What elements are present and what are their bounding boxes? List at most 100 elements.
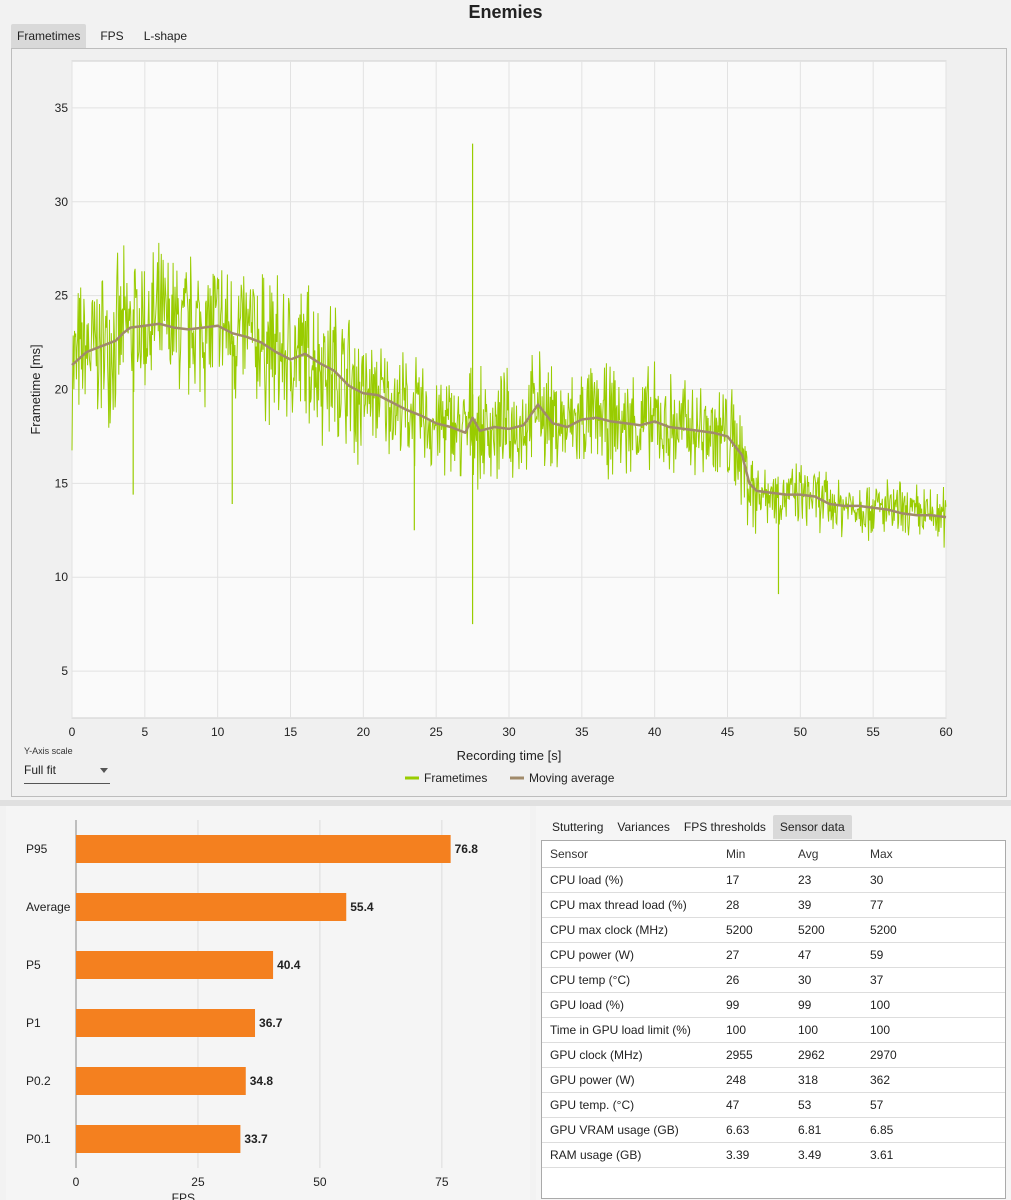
min-cell: 99: [718, 992, 790, 1018]
legend-label-moving-average: Moving average: [529, 771, 615, 785]
tab-fps[interactable]: FPS: [100, 29, 124, 43]
x-tick-label: 50: [313, 1175, 327, 1189]
column-header-sensor[interactable]: Sensor: [542, 841, 718, 868]
avg-cell: 39: [790, 892, 862, 918]
y-tick-label: 35: [55, 101, 69, 115]
max-cell: 30: [862, 867, 1005, 893]
tab-stuttering[interactable]: Stuttering: [552, 820, 604, 834]
y-tick-label: 10: [55, 570, 69, 584]
min-cell: 28: [718, 892, 790, 918]
avg-cell: 100: [790, 1017, 862, 1043]
sensor-name-cell: GPU temp. (°C): [542, 1092, 718, 1118]
table-row[interactable]: CPU temp (°C) 26 30 37: [542, 967, 1005, 993]
bar-value-label: 40.4: [277, 958, 301, 972]
table-row[interactable]: CPU power (W) 27 47 59: [542, 942, 1005, 968]
table-row[interactable]: GPU VRAM usage (GB) 6.63 6.81 6.85: [542, 1117, 1005, 1143]
y-tick-label: 15: [55, 476, 69, 490]
min-cell: 2955: [718, 1042, 790, 1068]
x-tick-label: 25: [191, 1175, 205, 1189]
y-tick-label: 30: [55, 195, 69, 209]
tab-fps-thresholds[interactable]: FPS thresholds: [683, 820, 766, 834]
table-header-row: Sensor Min Avg Max: [542, 841, 1005, 868]
max-cell: 59: [862, 942, 1005, 968]
column-header-max[interactable]: Max: [862, 841, 1005, 868]
sensor-name-cell: CPU temp (°C): [542, 967, 718, 993]
x-tick-label: 55: [866, 725, 880, 739]
bar-category-label: P95: [26, 842, 48, 856]
x-tick-label: 30: [502, 725, 516, 739]
sensor-data-table[interactable]: Sensor Min Avg Max CPU load (%) 17 23 30 CPU…: [541, 840, 1006, 1199]
x-tick-label: 10: [211, 725, 225, 739]
y-tick-label: 20: [55, 383, 69, 397]
fps-bar: [76, 951, 274, 979]
table-row[interactable]: GPU power (W) 248 318 362: [542, 1067, 1005, 1093]
x-tick-label: 25: [429, 725, 443, 739]
y-tick-label: 25: [55, 289, 69, 303]
bar-category-label: P1: [26, 1016, 41, 1030]
y-axis-label: Frametime [ms]: [28, 344, 43, 434]
sensor-name-cell: RAM usage (GB): [542, 1142, 718, 1168]
bar-value-label: 55.4: [350, 900, 374, 914]
max-cell: 100: [862, 1017, 1005, 1043]
avg-cell: 47: [790, 942, 862, 968]
column-header-avg[interactable]: Avg: [790, 841, 862, 868]
avg-cell: 2962: [790, 1042, 862, 1068]
table-row[interactable]: GPU temp. (°C) 47 53 57: [542, 1092, 1005, 1118]
y-axis-scale-dropdown[interactable]: Full fit: [24, 760, 110, 784]
sensor-name-cell: Time in GPU load limit (%): [542, 1017, 718, 1043]
max-cell: 37: [862, 967, 1005, 993]
avg-cell: 5200: [790, 917, 862, 943]
table-row[interactable]: GPU load (%) 99 99 100: [542, 992, 1005, 1018]
table-row[interactable]: CPU load (%) 17 23 30: [542, 867, 1005, 893]
sensor-name-cell: GPU VRAM usage (GB): [542, 1117, 718, 1143]
min-cell: 17: [718, 867, 790, 893]
x-tick-label: 50: [794, 725, 808, 739]
sensor-name-cell: CPU max thread load (%): [542, 892, 718, 918]
bar-category-label: P0.2: [26, 1074, 51, 1088]
x-tick-label: 5: [141, 725, 148, 739]
min-cell: 26: [718, 967, 790, 993]
page-title: Enemies: [468, 2, 543, 22]
sensor-tabs: Stuttering Variances FPS thresholds Sens…: [545, 815, 852, 839]
column-header-min[interactable]: Min: [718, 841, 790, 868]
min-cell: 100: [718, 1017, 790, 1043]
sensor-name-cell: CPU max clock (MHz): [542, 917, 718, 943]
tab-frametimes[interactable]: Frametimes: [11, 24, 87, 48]
max-cell: 57: [862, 1092, 1005, 1118]
tab-sensor-data[interactable]: Sensor data: [772, 815, 852, 839]
avg-cell: 318: [790, 1067, 862, 1093]
fps-bar: [76, 1125, 241, 1153]
tab-variances[interactable]: Variances: [617, 820, 670, 834]
avg-cell: 23: [790, 867, 862, 893]
sensor-name-cell: GPU power (W): [542, 1067, 718, 1093]
frametime-chart: 0 5 10 15 20 25 30 35 40 45 50 55 60 5 10 15 20 25 30 35 Rec…: [28, 60, 953, 785]
min-cell: 5200: [718, 917, 790, 943]
sensor-name-cell: CPU power (W): [542, 942, 718, 968]
avg-cell: 3.49: [790, 1142, 862, 1168]
x-tick-label: 60: [939, 725, 953, 739]
chart-tabs: Frametimes FPS L-shape: [11, 24, 201, 48]
x-tick-label: 0: [73, 1175, 80, 1189]
bar-category-label: Average: [26, 900, 71, 914]
bar-value-label: 36.7: [259, 1016, 283, 1030]
table-row[interactable]: CPU max clock (MHz) 5200 5200 5200: [542, 917, 1005, 943]
bar-category-label: P5: [26, 958, 41, 972]
table-row[interactable]: GPU clock (MHz) 2955 2962 2970: [542, 1042, 1005, 1068]
table-row[interactable]: CPU max thread load (%) 28 39 77: [542, 892, 1005, 918]
table-row[interactable]: RAM usage (GB) 3.39 3.49 3.61: [542, 1142, 1005, 1168]
max-cell: 100: [862, 992, 1005, 1018]
x-tick-label: 40: [648, 725, 662, 739]
min-cell: 27: [718, 942, 790, 968]
y-axis-scale-value: Full fit: [24, 763, 57, 777]
max-cell: 6.85: [862, 1117, 1005, 1143]
max-cell: 2970: [862, 1042, 1005, 1068]
sensor-name-cell: GPU clock (MHz): [542, 1042, 718, 1068]
chevron-down-icon: [100, 768, 108, 773]
bar-value-label: 33.7: [244, 1132, 268, 1146]
y-tick-label: 5: [61, 664, 68, 678]
table-row[interactable]: Time in GPU load limit (%) 100 100 100: [542, 1017, 1005, 1043]
max-cell: 3.61: [862, 1142, 1005, 1168]
tab-l-shape[interactable]: L-shape: [143, 29, 188, 43]
sensor-name-cell: CPU load (%): [542, 867, 718, 893]
panel-separator[interactable]: [0, 800, 1011, 806]
